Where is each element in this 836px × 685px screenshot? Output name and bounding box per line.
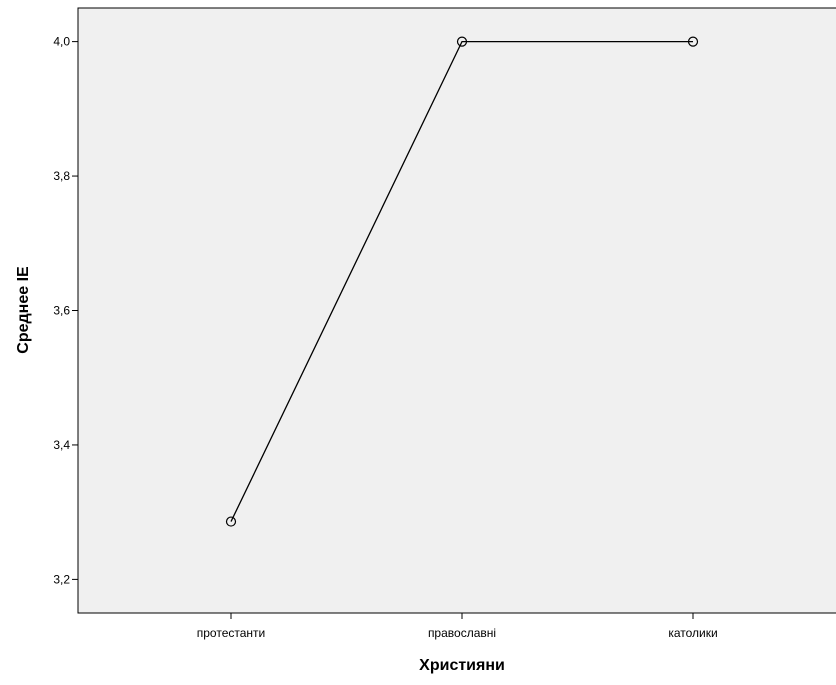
data-point-католики xyxy=(687,36,699,47)
series-line xyxy=(230,40,693,522)
y-axis: 3,2 3,4 3,6 3,8 4,0 xyxy=(53,35,78,586)
x-tick-label: католики xyxy=(668,626,717,640)
y-tick-label: 3,6 xyxy=(53,304,70,318)
data-point-протестанти xyxy=(225,516,237,527)
y-axis-title: Среднее IE xyxy=(15,266,32,354)
data-point-православні xyxy=(456,36,468,47)
plot-area xyxy=(77,7,836,614)
y-tick-label: 3,8 xyxy=(53,169,70,183)
y-tick-label: 3,4 xyxy=(53,438,70,452)
y-tick-label: 3,2 xyxy=(53,572,70,586)
x-axis-title: Християни xyxy=(419,657,505,674)
series-group xyxy=(225,36,699,527)
x-axis: протестанти православні католики xyxy=(197,613,718,640)
y-tick-label: 4,0 xyxy=(53,35,70,49)
x-tick-label: протестанти xyxy=(197,626,265,640)
x-tick-label: православні xyxy=(428,626,496,640)
